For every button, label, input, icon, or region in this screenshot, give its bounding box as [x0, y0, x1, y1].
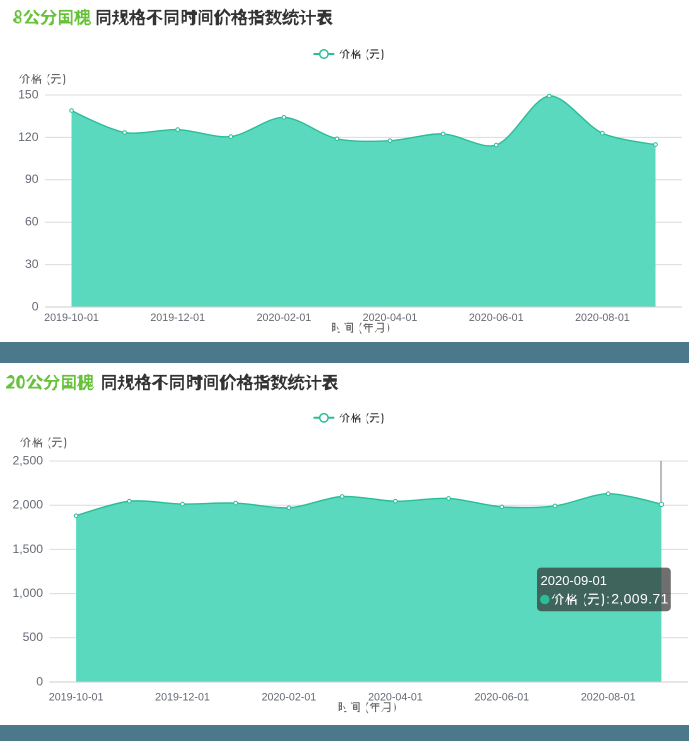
svg-text:60: 60	[25, 215, 39, 229]
svg-text:2,000: 2,000	[13, 498, 44, 512]
svg-text:2019-10-01: 2019-10-01	[49, 692, 104, 704]
svg-text:2,500: 2,500	[13, 453, 44, 467]
svg-text:1,500: 1,500	[13, 542, 44, 556]
svg-text:2020-04-01: 2020-04-01	[368, 692, 423, 704]
svg-text:2020-04-01: 2020-04-01	[363, 312, 418, 324]
svg-text:2020-02-01: 2020-02-01	[257, 312, 312, 324]
svg-text:1,000: 1,000	[13, 586, 44, 600]
svg-text:2020-02-01: 2020-02-01	[262, 692, 317, 704]
svg-text:2020-08-01: 2020-08-01	[581, 692, 636, 704]
svg-text:150: 150	[18, 87, 39, 101]
svg-text:2020-08-01: 2020-08-01	[575, 312, 630, 324]
svg-text:2019-12-01: 2019-12-01	[155, 692, 210, 704]
svg-text:2020-06-01: 2020-06-01	[474, 692, 529, 704]
svg-text:2019-10-01: 2019-10-01	[44, 312, 99, 324]
svg-text:2020-09-01: 2020-09-01	[541, 573, 608, 588]
svg-text:0: 0	[32, 299, 39, 313]
svg-text:2,009.71: 2,009.71	[611, 591, 668, 607]
svg-text:2020-06-01: 2020-06-01	[469, 312, 524, 324]
svg-text:30: 30	[25, 257, 39, 271]
svg-text:120: 120	[18, 130, 39, 144]
svg-text:0: 0	[36, 674, 43, 688]
svg-text:2019-12-01: 2019-12-01	[150, 312, 205, 324]
svg-text::: :	[606, 593, 609, 607]
svg-text:90: 90	[25, 172, 39, 186]
svg-text:500: 500	[23, 630, 44, 644]
